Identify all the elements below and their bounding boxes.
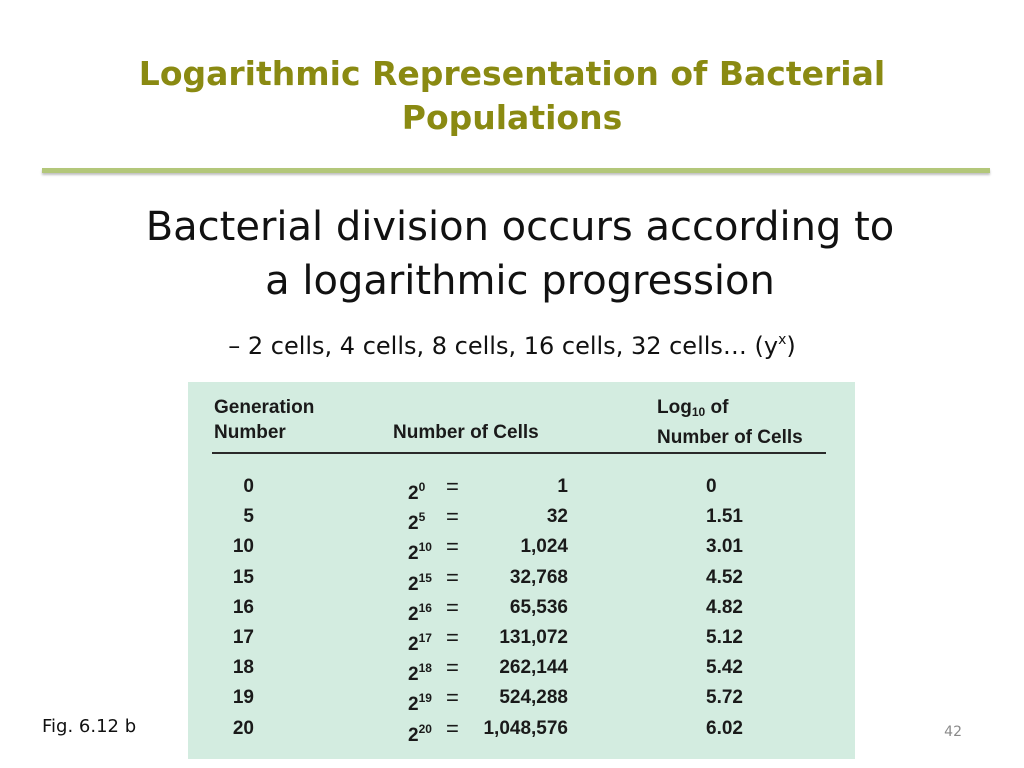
cell-power-base: 2 [408, 603, 419, 625]
cell-power-base: 2 [408, 634, 419, 655]
slide-number: 42 [944, 724, 962, 740]
cell-power: 220 [408, 714, 432, 751]
slide-title-line1: Logarithmic Representation of Bacterial [138, 54, 886, 93]
table-row: 20 220 = 1,048,576 6.02 [188, 714, 855, 746]
cell-power-base: 2 [408, 513, 419, 535]
table-row: 19 219 = 524,288 5.72 [188, 683, 855, 715]
cell-log-value: 6.02 [706, 717, 743, 739]
header-log-line1: Log10 of [657, 395, 803, 425]
cell-log-value: 4.52 [706, 566, 743, 588]
cell-power-exponent: 10 [418, 540, 432, 555]
cell-log-value: 4.82 [706, 596, 743, 618]
table-row: 10 210 = 1,024 3.01 [188, 532, 855, 564]
cell-power-exponent: 19 [418, 691, 432, 706]
cell-equals: = [446, 594, 459, 620]
cell-generation: 10 [232, 536, 254, 558]
cell-equals: = [446, 715, 459, 741]
header-log-subscript: 10 [691, 405, 706, 419]
cell-power-base: 2 [408, 664, 419, 686]
cell-power-exponent: 5 [418, 510, 426, 525]
header-generation-line1: Generation [214, 397, 315, 418]
header-log-number-of-cells: Log10 of Number of Cells [657, 395, 803, 450]
main-bullet: Bacterial division occurs according to a… [70, 200, 970, 308]
cell-number-of-cells: 131,072 [499, 627, 568, 648]
cell-number-of-cells: 1 [557, 476, 568, 497]
cell-equals: = [446, 655, 459, 681]
cell-equals: = [446, 504, 459, 530]
cell-number-of-cells: 1,048,576 [483, 717, 568, 739]
cell-power-base: 2 [408, 483, 419, 504]
main-bullet-line2: a logarithmic progression [265, 258, 775, 304]
header-number-of-cells: Number of Cells [393, 422, 539, 443]
figure-caption: Fig. 6.12 b [42, 716, 137, 737]
cell-power-base: 2 [408, 543, 419, 565]
cell-number-of-cells: 32 [546, 506, 568, 528]
cell-power-exponent: 16 [418, 600, 432, 615]
sub-bullet-text: – 2 cells, 4 cells, 8 cells, 16 cells, 3… [228, 332, 779, 360]
cell-generation: 17 [232, 627, 254, 648]
cell-power: 215 [408, 563, 432, 600]
cell-generation: 0 [243, 476, 254, 497]
sub-bullet: – 2 cells, 4 cells, 8 cells, 16 cells, 3… [40, 320, 984, 366]
header-divider [212, 452, 826, 454]
table-row: 18 218 = 262,144 5.42 [188, 653, 855, 685]
slide-title: Logarithmic Representation of Bacterial … [40, 52, 984, 140]
cell-generation: 15 [232, 566, 254, 588]
sub-bullet-close: ) [786, 332, 796, 360]
cell-power-base: 2 [408, 724, 419, 746]
cell-power-base: 2 [408, 694, 419, 716]
cell-generation: 19 [232, 687, 254, 709]
cell-generation: 5 [243, 506, 254, 528]
sub-bullet-exponent: x [778, 332, 787, 348]
cell-log-value: 5.42 [706, 657, 743, 679]
cell-log-value: 3.01 [706, 536, 743, 558]
header-log-line2: Number of Cells [657, 427, 803, 448]
cell-power-exponent: 0 [418, 480, 426, 494]
cell-power: 25 [408, 502, 425, 539]
cell-log-value: 1.51 [706, 506, 743, 528]
table-row: 5 25 = 32 1.51 [188, 502, 855, 534]
cell-equals: = [446, 474, 459, 499]
cell-equals: = [446, 564, 459, 590]
cell-equals: = [446, 685, 459, 711]
cell-power-exponent: 18 [418, 661, 432, 676]
cell-power-exponent: 15 [418, 570, 432, 585]
cell-log-value: 5.12 [706, 627, 743, 648]
table-row: 16 216 = 65,536 4.82 [188, 593, 855, 625]
header-log-suffix: of [705, 397, 729, 418]
title-divider [42, 168, 990, 173]
cell-number-of-cells: 1,024 [520, 536, 568, 558]
cell-number-of-cells: 262,144 [499, 657, 568, 679]
cell-power: 210 [408, 532, 432, 569]
cell-generation: 20 [232, 717, 254, 739]
cell-power-exponent: 17 [418, 631, 432, 645]
cell-power: 20 [408, 472, 425, 509]
header-generation-line2: Number [214, 422, 286, 443]
cell-equals: = [446, 534, 459, 560]
cell-power: 216 [408, 593, 432, 630]
cell-number-of-cells: 65,536 [509, 596, 568, 618]
table-row: 17 217 = 131,072 5.12 [188, 623, 855, 655]
cell-power: 218 [408, 653, 432, 690]
cell-power: 219 [408, 683, 432, 720]
cell-generation: 18 [232, 657, 254, 679]
cell-log-value: 5.72 [706, 687, 743, 709]
main-bullet-line1: Bacterial division occurs according to [145, 204, 895, 250]
cell-power: 217 [408, 623, 432, 660]
cell-number-of-cells: 524,288 [499, 687, 568, 709]
cell-power-base: 2 [408, 573, 419, 595]
table-row: 0 20 = 1 0 [188, 472, 855, 504]
slide-title-line2: Populations [401, 98, 623, 137]
table-row: 15 215 = 32,768 4.52 [188, 563, 855, 595]
cell-number-of-cells: 32,768 [509, 566, 568, 588]
cell-equals: = [446, 625, 459, 650]
header-generation-number: Generation Number [214, 395, 314, 445]
generation-table: Generation Number Number of Cells Log10 … [188, 382, 855, 759]
cell-generation: 16 [232, 596, 254, 618]
cell-log-value: 0 [706, 476, 717, 497]
header-log-prefix: Log [657, 397, 692, 418]
cell-power-exponent: 20 [418, 721, 432, 736]
